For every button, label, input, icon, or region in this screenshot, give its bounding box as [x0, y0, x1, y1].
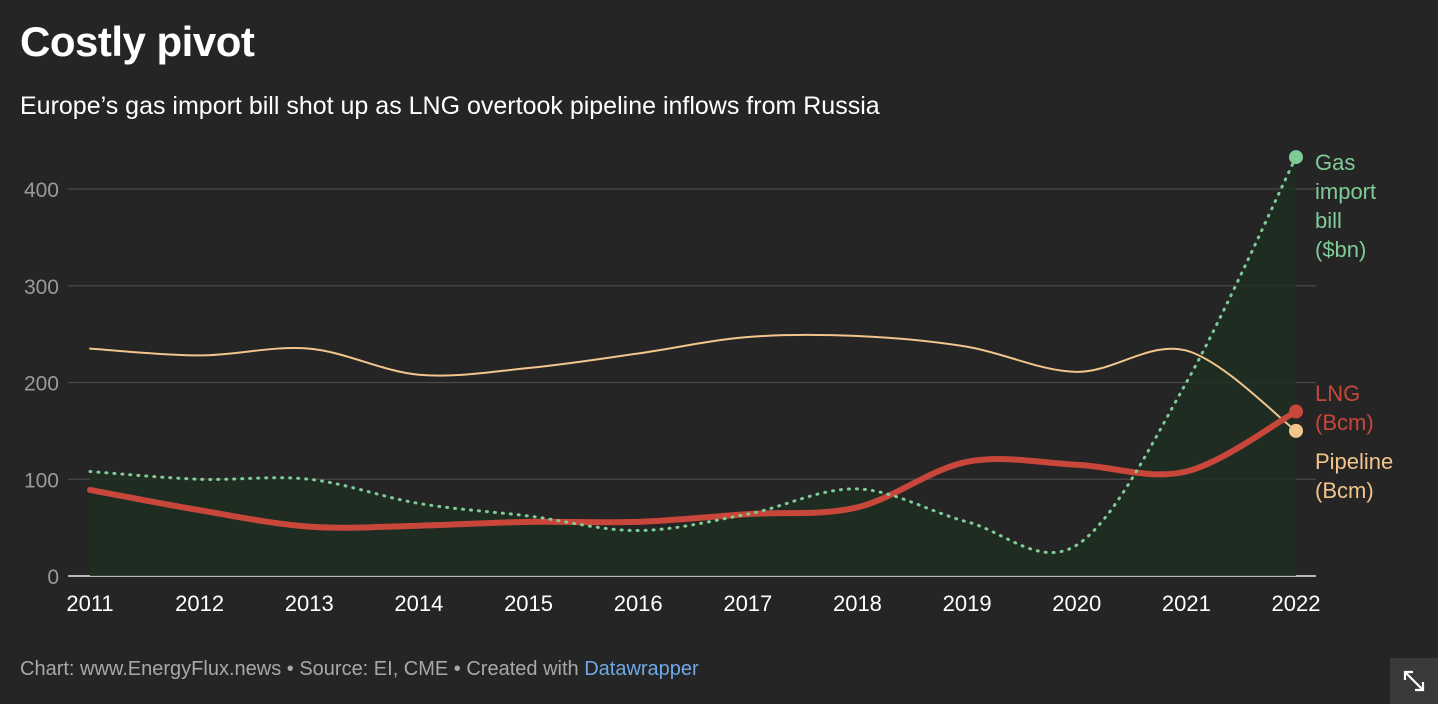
label-layer: Pipeline (Bcm) LNG (Bcm) Gas import bill ($bn) — [1315, 150, 1393, 503]
x-tick-label-2014: 2014 — [394, 591, 443, 616]
x-tick-label-2011: 2011 — [66, 591, 113, 616]
x-tick-label-2013: 2013 — [285, 591, 334, 616]
y-tick-label-100: 100 — [24, 469, 59, 492]
chart-footer: Chart: www.EnergyFlux.news • Source: EI,… — [20, 658, 699, 681]
data-point-0-2022 — [1289, 423, 1303, 438]
series-label-0: Pipeline (Bcm) — [1315, 449, 1393, 503]
series-label-line: ($bn) — [1315, 237, 1366, 262]
x-tick-label-2012: 2012 — [175, 591, 224, 616]
y-tick-label-300: 300 — [24, 276, 59, 299]
series-label-2: Gas import bill ($bn) — [1315, 150, 1376, 262]
expand-icon — [1403, 670, 1425, 692]
data-point-1-2022 — [1289, 404, 1303, 419]
series-label-line: LNG — [1315, 381, 1360, 406]
x-tick-label-2022: 2022 — [1272, 591, 1321, 616]
series-line-1 — [87, 408, 1299, 531]
expand-button[interactable] — [1390, 658, 1438, 704]
x-tick-label-2020: 2020 — [1052, 591, 1101, 616]
x-tick-label-2015: 2015 — [504, 591, 553, 616]
x-tick-label-2016: 2016 — [614, 591, 663, 616]
series-label-line: bill — [1315, 208, 1342, 233]
marker-layer — [1289, 150, 1303, 438]
line-layer — [87, 155, 1299, 555]
source-credit: Chart: www.EnergyFlux.news • Source: EI,… — [20, 658, 585, 680]
series-label-line: import — [1315, 179, 1376, 204]
series-label-line: Gas — [1315, 150, 1355, 175]
data-point-2-2022 — [1289, 150, 1303, 165]
x-tick-label-2019: 2019 — [943, 591, 992, 616]
datawrapper-link[interactable]: Datawrapper — [584, 658, 699, 680]
series-label-1: LNG (Bcm) — [1315, 381, 1374, 435]
series-line-0 — [89, 333, 1297, 432]
series-label-line: Pipeline — [1315, 449, 1393, 474]
x-tick-label-2021: 2021 — [1162, 591, 1211, 616]
series-label-line: (Bcm) — [1315, 410, 1374, 435]
chart-title: Costly pivot — [20, 18, 255, 65]
grid-layer: 0 100 200 300 400 2011 2012 2013 2014 2015 2016 201… — [24, 179, 1321, 616]
y-tick-label-200: 200 — [24, 373, 59, 396]
y-tick-label-0: 0 — [47, 566, 59, 589]
chart-subtitle: Europe’s gas import bill shot up as LNG … — [20, 92, 880, 120]
y-tick-label-400: 400 — [24, 179, 59, 202]
series-label-line: (Bcm) — [1315, 478, 1374, 503]
series-area-2 — [90, 157, 1296, 576]
area-layer — [90, 157, 1296, 576]
x-tick-label-2017: 2017 — [723, 591, 772, 616]
x-tick-label-2018: 2018 — [833, 591, 882, 616]
line-chart: 0 100 200 300 400 2011 2012 2013 2014 2015 2016 201… — [24, 150, 1393, 616]
